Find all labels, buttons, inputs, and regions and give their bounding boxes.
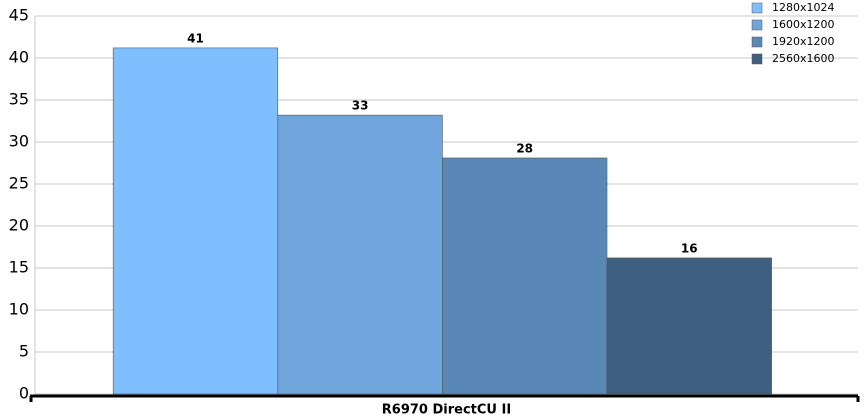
data-label: 41 — [187, 31, 204, 45]
y-tick-label: 0 — [19, 384, 29, 403]
legend-swatch — [751, 19, 763, 31]
y-tick-label: 20 — [9, 216, 29, 235]
x-tick-label: R6970 DirectCU II — [382, 403, 511, 418]
legend-label: 1600x1200 — [772, 18, 835, 31]
bar — [606, 257, 772, 395]
y-tick-label: 35 — [9, 90, 29, 109]
legend-label: 1920x1200 — [772, 35, 835, 48]
data-label: 28 — [516, 141, 533, 155]
y-tick-label: 30 — [9, 132, 29, 151]
legend-label: 1280x1024 — [772, 1, 835, 14]
legend-swatch — [751, 53, 763, 65]
legend-label: 2560x1600 — [772, 52, 835, 65]
y-tick-label: 40 — [9, 48, 29, 67]
bar — [277, 114, 443, 395]
y-tick-label: 5 — [19, 342, 29, 361]
data-label: 33 — [352, 99, 369, 113]
y-tick-label: 15 — [9, 258, 29, 277]
data-label: 16 — [681, 241, 698, 255]
y-tick-label: 25 — [9, 174, 29, 193]
legend-swatch — [751, 2, 763, 14]
y-tick-label: 10 — [9, 300, 29, 319]
legend-swatch — [751, 36, 763, 48]
y-tick-label: 45 — [9, 6, 29, 25]
bar — [442, 157, 608, 395]
bar — [112, 47, 279, 395]
